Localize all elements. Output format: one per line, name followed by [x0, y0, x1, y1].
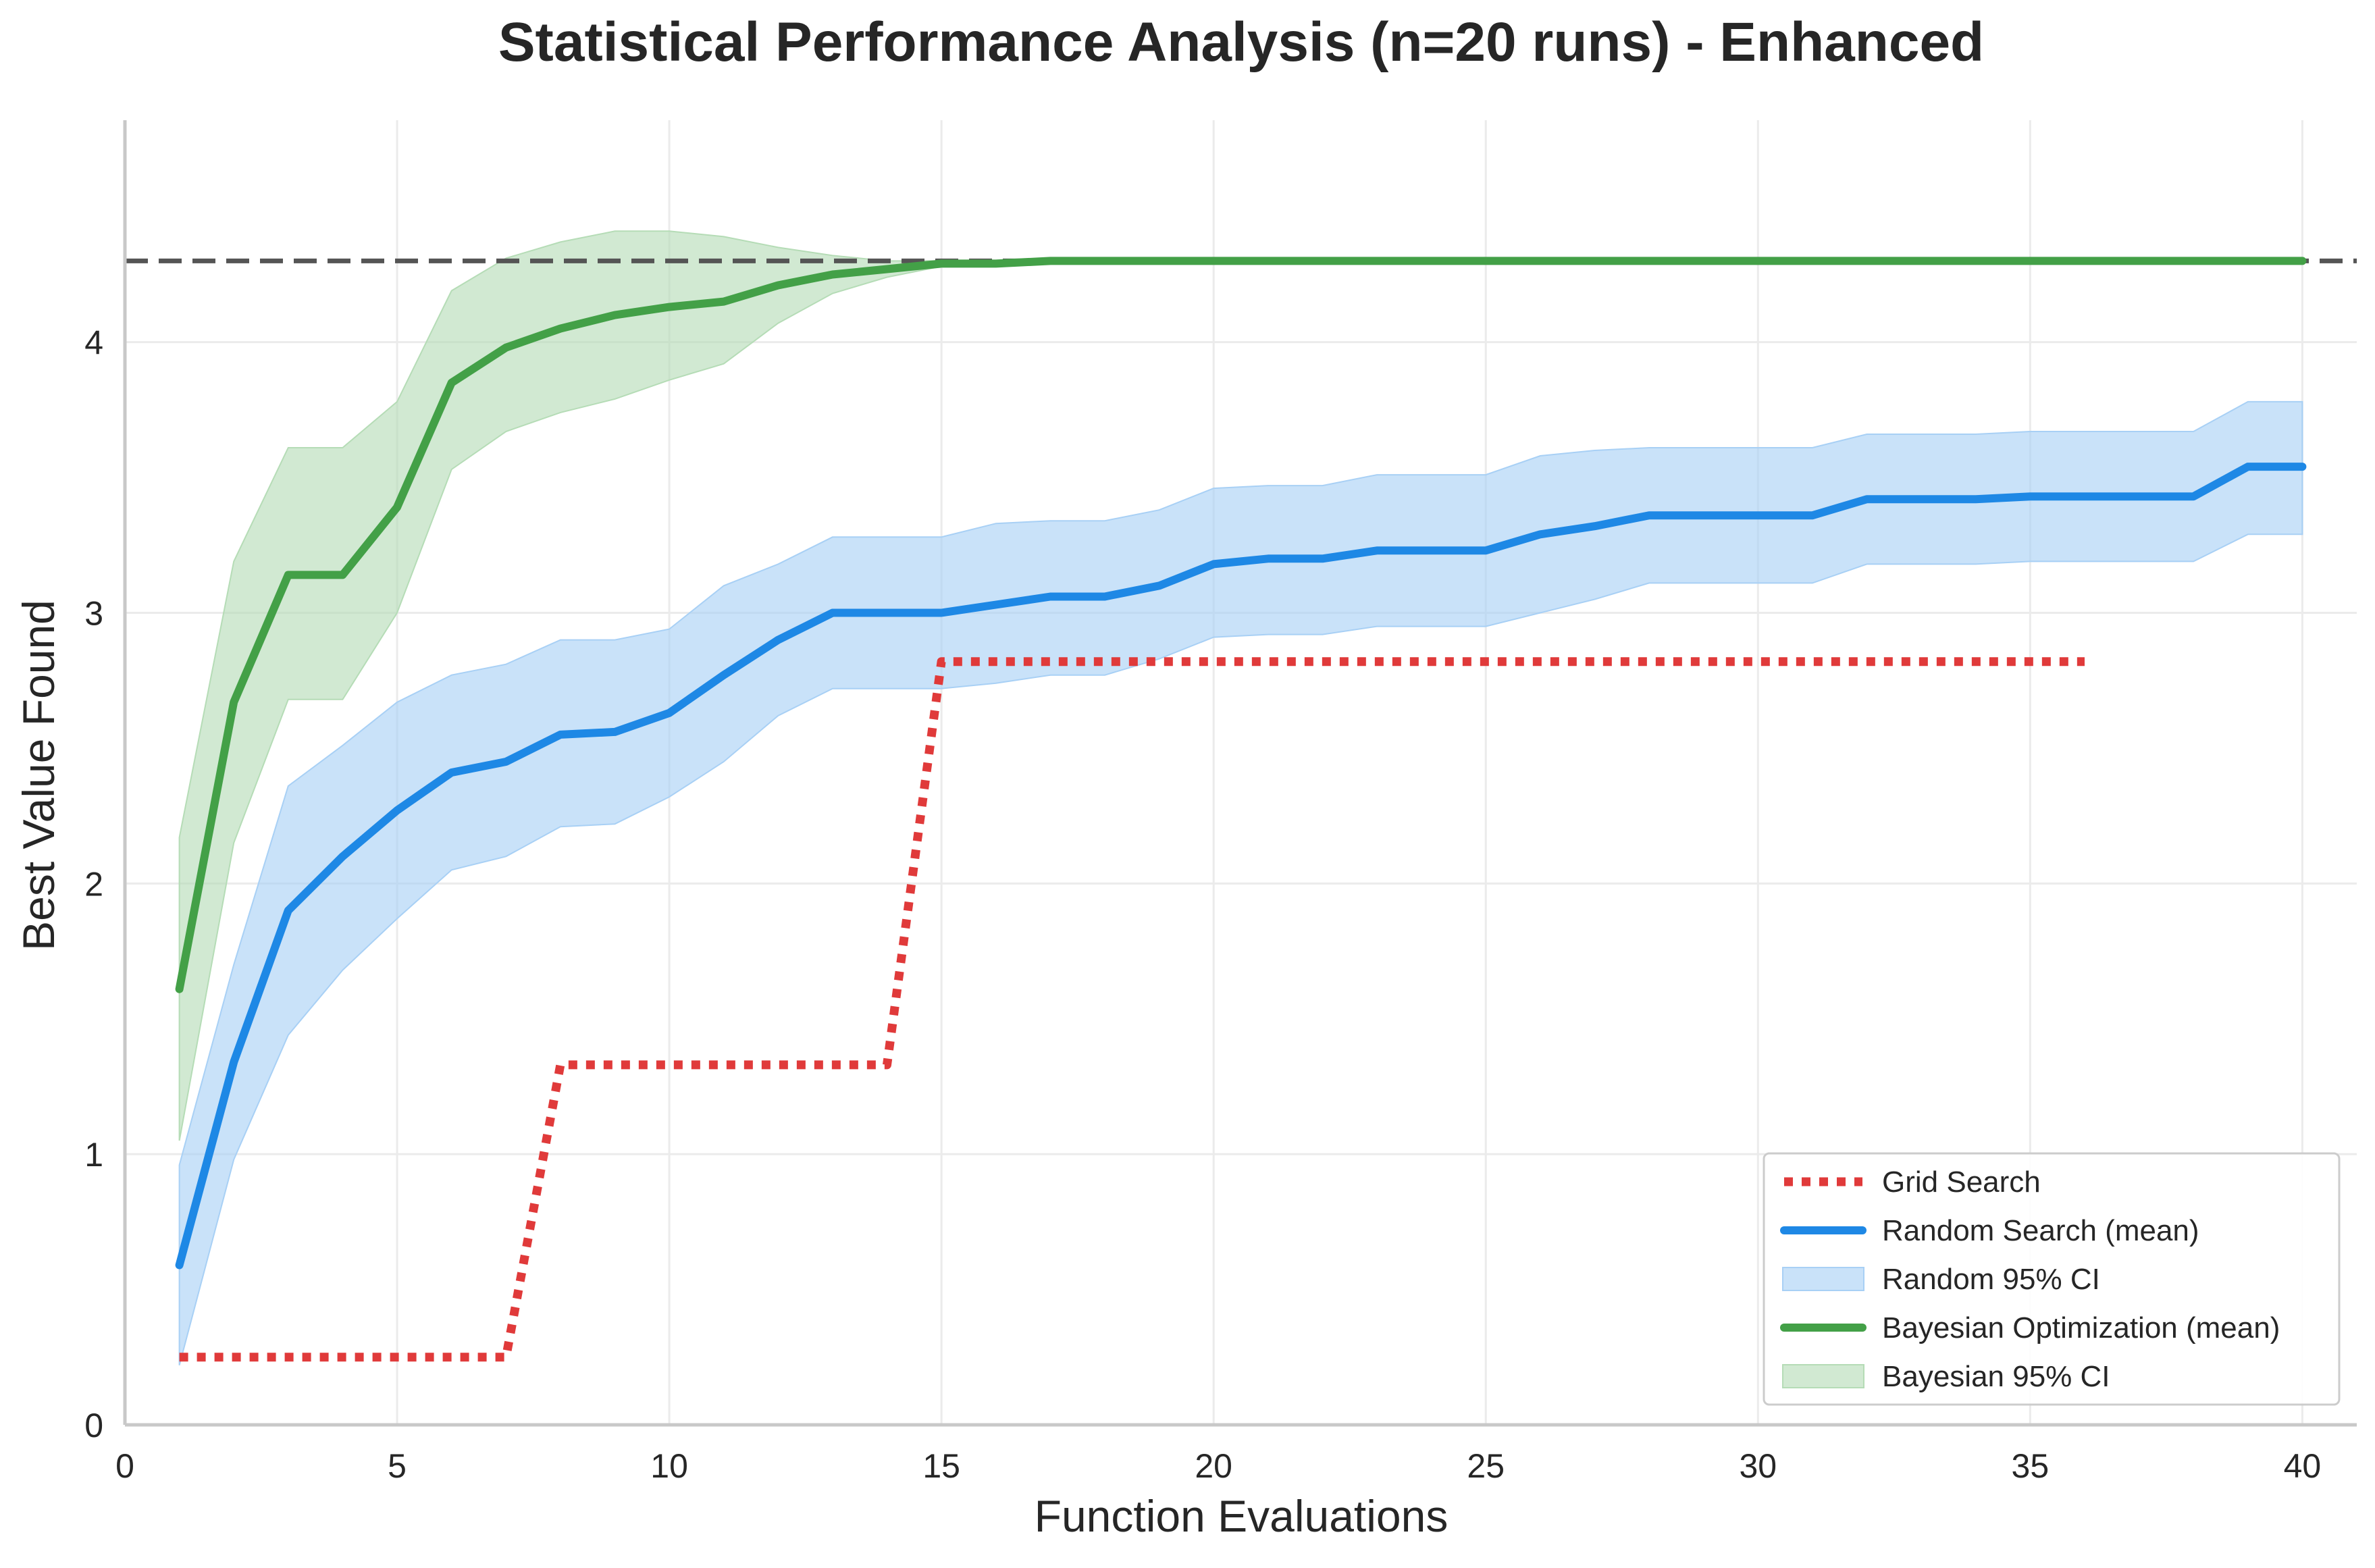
legend-label-random-95-ci: Random 95% CI: [1882, 1263, 2100, 1296]
y-tick-label: 1: [84, 1136, 103, 1174]
x-tick-label: 35: [2012, 1447, 2050, 1485]
y-tick-label: 4: [84, 324, 103, 362]
tick-labels: 0 5 10 15 20 25 30 35 40 0 1 2 3 4: [84, 324, 2321, 1485]
x-tick-label: 10: [650, 1447, 688, 1485]
band-random-95-ci: [178, 400, 2303, 1366]
legend-swatch-bayesian-95-ci: [1782, 1364, 1864, 1388]
legend-label-random-search-mean-: Random Search (mean): [1882, 1214, 2199, 1247]
axes: [123, 120, 2357, 1427]
x-tick-label: 25: [1467, 1447, 1505, 1485]
legend: Grid Search Random Search (mean) Random 95…: [1763, 1152, 2341, 1406]
y-tick-label: 2: [84, 865, 103, 903]
legend-label-bayesian-95-ci: Bayesian 95% CI: [1882, 1360, 2110, 1393]
x-tick-label: 40: [2284, 1447, 2322, 1485]
series-lines: [175, 257, 2307, 1362]
legend-label-grid-search: Grid Search: [1882, 1166, 2041, 1199]
y-axis-label: Best Value Found: [14, 600, 63, 951]
legend-swatch-random-95-ci: [1782, 1267, 1864, 1291]
x-tick-label: 0: [115, 1447, 134, 1485]
legend-label-bayesian-optimization-mean-: Bayesian Optimization (mean): [1882, 1311, 2280, 1344]
series-line-bayesian-optimization-mean-: [175, 257, 2307, 993]
chart-title: Statistical Performance Analysis (n=20 r…: [498, 11, 1984, 73]
y-tick-label: 3: [84, 595, 103, 633]
y-tick-label: 0: [84, 1407, 103, 1444]
series-line-grid-search: [179, 657, 2085, 1362]
x-tick-label: 30: [1739, 1447, 1777, 1485]
series-line-random-search-mean-: [175, 463, 2307, 1270]
x-tick-label: 15: [922, 1447, 960, 1485]
x-tick-label: 5: [388, 1447, 407, 1485]
legend-box: [1763, 1152, 2341, 1406]
x-axis-label: Function Evaluations: [1035, 1491, 1449, 1541]
x-tick-label: 20: [1195, 1447, 1232, 1485]
